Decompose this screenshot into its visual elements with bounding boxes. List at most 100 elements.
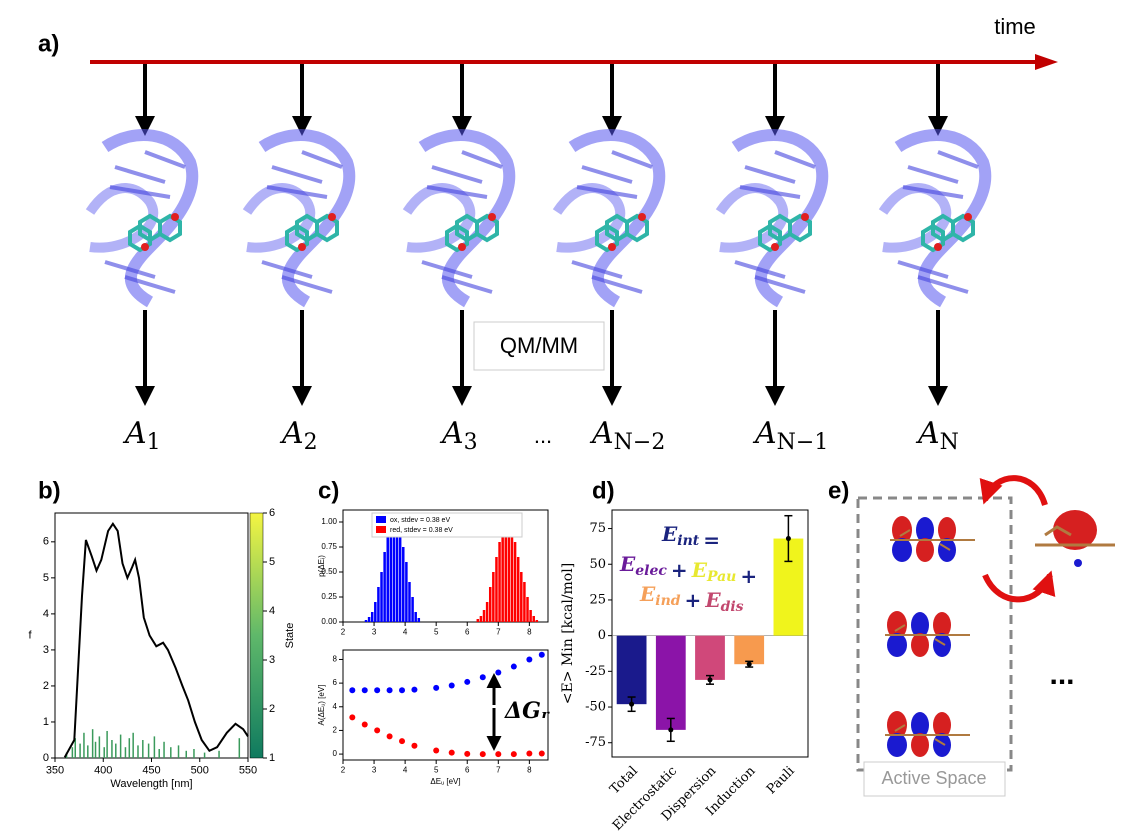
frame-symbol: A [752,416,777,451]
y-tick-label: -25 [585,664,606,679]
x-tick-label: 8 [527,766,532,775]
colorbar-tick-label: 2 [269,703,275,715]
hist-bar [498,542,501,622]
panel-label: e) [828,477,849,504]
caption: Active Space [881,768,986,788]
x-tick-label: 6 [465,628,470,637]
frame-symbol: A [439,416,464,451]
point [399,738,406,745]
y-tick-label: -50 [585,700,606,715]
hist-bar [513,542,517,622]
x-tick-label: 3 [372,766,377,775]
x-tick-label: Total [607,764,641,798]
equation-term: E [704,588,721,612]
point [464,750,471,757]
y-tick-label: 8 [333,655,338,664]
x-tick-label: 450 [142,765,160,777]
y-tick-label: 1 [43,716,49,728]
y-axis-title: p(ΔEᵢ) [317,555,326,577]
hist-bar [374,602,377,622]
hist-bar [392,525,396,622]
point [374,727,381,734]
panel-label: c) [318,477,339,504]
frame-label: AN−1 [752,416,828,455]
equation-term: = [703,528,720,552]
dna-structure [247,135,349,302]
spectrum-line [63,521,249,758]
x-tick-label: 5 [434,766,439,775]
y-tick-label: 0 [333,749,338,758]
y-tick-label: 1.00 [321,517,337,526]
hist-bar [380,572,383,622]
y-tick-label: 6 [43,536,49,548]
hist-bar [535,620,539,622]
y-tick-label: 0.25 [321,592,337,601]
equation: Eelec + EPau + [619,552,757,588]
frame-label: A3 [439,416,478,455]
hist-bar [529,610,532,622]
equation-term: + [685,588,702,612]
caption-box [863,761,1006,797]
bar [655,635,686,730]
dna-structure [883,135,985,302]
point [526,750,533,757]
hist-bar [492,572,495,622]
legend-label: red, stdev = 0.38 eV [390,527,453,534]
equation-term: + [740,564,757,588]
hist-bar [523,582,526,622]
mean-point [707,677,713,683]
frame-subscript: 1 [147,430,161,455]
x-tick-label: 6 [465,766,470,775]
equation-subscript: Pau [706,569,736,585]
point [526,656,533,663]
time-arrowhead [1035,54,1058,70]
equation: Eind + Edis [639,582,744,616]
frame-label: A2 [279,416,318,455]
x-tick-label: 4 [403,766,408,775]
legend-label: ox, stdev = 0.38 eV [390,517,450,524]
frame-symbol: A [589,416,614,451]
x-tick-label: 2 [341,628,346,637]
y-tick-label: 0 [43,752,49,764]
equation-subscript: int [677,533,699,549]
legend-box [371,512,523,538]
hist-bar [526,597,529,622]
ellipsis: ... [1049,658,1074,691]
x-tick-label: 350 [46,765,64,777]
equation-subscript: ind [655,593,680,609]
plot-frame [54,512,249,759]
equation-term: E [661,522,678,546]
hist-bar [495,557,498,622]
orbital [1074,559,1082,567]
x-tick-label: 7 [496,628,501,637]
y-tick-label: 0.00 [321,617,337,626]
x-tick-label: 400 [94,765,112,777]
frame-subscript: N [940,430,959,455]
panel-label: d) [592,477,615,504]
y-tick-label: 3 [43,644,49,656]
frame-subscript: N−2 [614,430,666,455]
qmmm-box [473,321,605,371]
y-tick-label: 6 [333,678,338,687]
orbital [889,515,976,563]
mean-point [629,701,635,707]
bar [616,635,647,705]
equation-term: E [691,558,708,582]
y-tick-label: -75 [585,735,606,750]
time-label: time [994,14,1036,39]
dna-structure [557,135,659,302]
point [538,651,545,658]
hist-bar [377,587,380,622]
hist-bar [370,612,374,622]
hist-bar [364,620,368,622]
hist-bar [417,618,421,622]
point [349,687,356,694]
equation: Eint = [661,522,720,552]
mean-point [785,536,791,542]
plot-frame [611,509,809,758]
hist-bar [510,527,514,622]
hist-bar [501,532,504,622]
x-axis-title: Wavelength [nm] [110,778,192,790]
mean-point [746,661,752,667]
